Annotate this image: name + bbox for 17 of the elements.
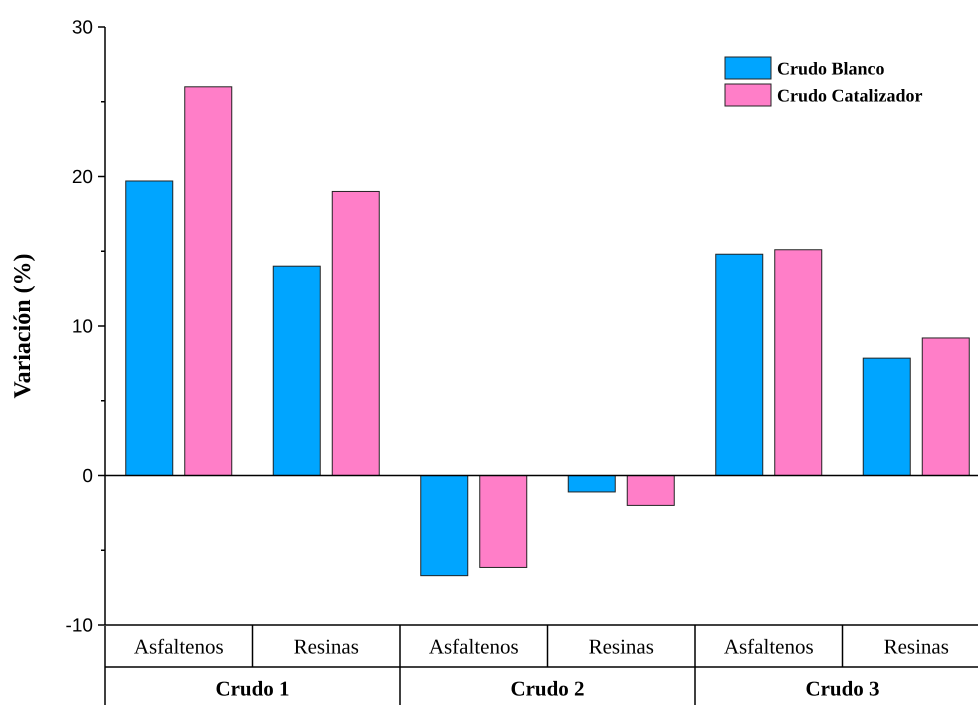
legend-label: Crudo Blanco [777, 58, 885, 78]
text: Crudo 3 [805, 676, 880, 700]
y-axis-title: Variación (%) [10, 253, 36, 399]
y-tick-label: 20 [72, 167, 93, 188]
legend-label: Crudo Catalizador [777, 85, 923, 106]
x-tick-label: Resinas [294, 634, 359, 658]
y-tick-label: 0 [82, 466, 93, 488]
y-tick-label: -10 [66, 616, 93, 637]
x-tick-label: Asfaltenos [134, 634, 224, 658]
text: Crudo 1 [215, 676, 290, 700]
text: Crudo 2 [510, 676, 585, 700]
x-tick-label: Resinas [588, 634, 654, 658]
x-tick-label: Asfaltenos [428, 634, 519, 658]
y-tick-label: 10 [72, 316, 93, 338]
x-tick-label: Resinas [884, 634, 949, 658]
y-tick-label: 30 [72, 18, 93, 39]
x-tick-label: Asfaltenos [724, 634, 814, 658]
